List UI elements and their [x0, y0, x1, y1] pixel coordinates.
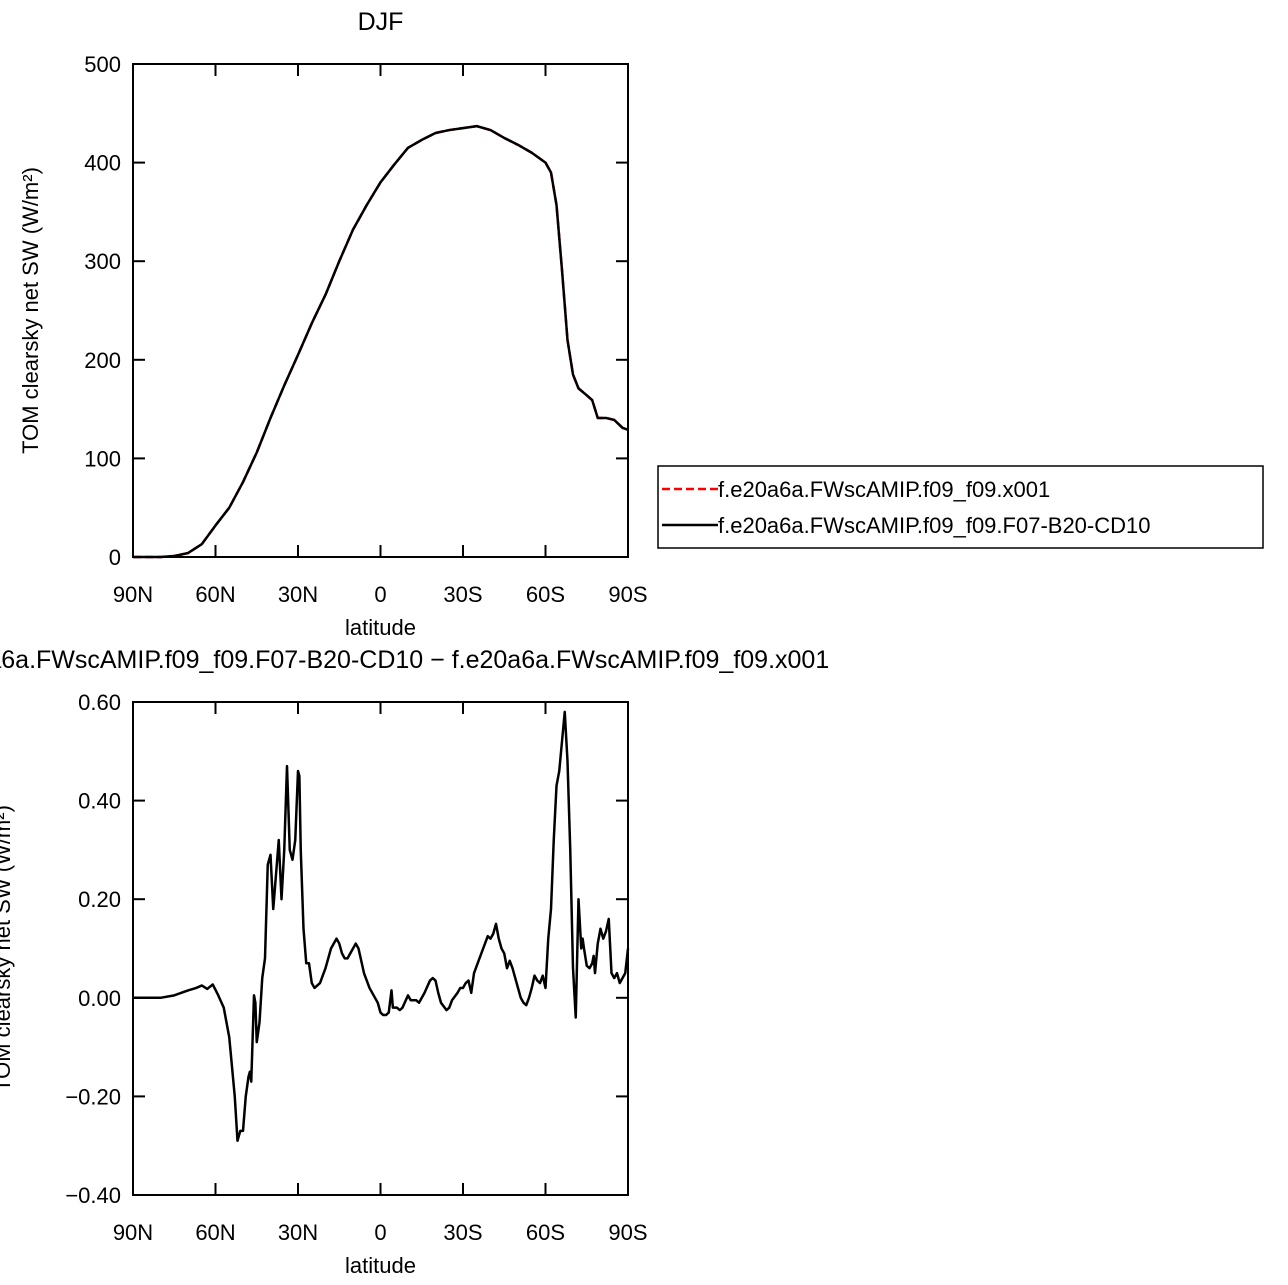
x-tick-label: 0: [374, 1220, 386, 1245]
y-tick-label: 100: [84, 446, 121, 471]
y-tick-label: 300: [84, 249, 121, 274]
data-line: [133, 124, 629, 559]
x-tick-label: 90S: [608, 1220, 647, 1245]
legend-label: f.e20a6a.FWscAMIP.f09_f09.F07-B20-CD10: [718, 513, 1150, 538]
x-tick-label: 30S: [443, 1220, 482, 1245]
x-axis-label: latitude: [345, 615, 416, 640]
y-tick-label: 0.60: [78, 690, 121, 715]
chart-title: f.e20a6a.FWscAMIP.f09_f09.F07-B20-CD10 −…: [0, 646, 829, 674]
y-tick-label: 500: [84, 52, 121, 77]
legend-box: [657, 465, 1264, 549]
y-tick-label: 0.40: [78, 789, 121, 814]
x-tick-label: 30S: [443, 582, 482, 607]
y-tick-label: −0.40: [65, 1183, 121, 1208]
x-tick-label: 60S: [526, 1220, 565, 1245]
data-line: [133, 710, 630, 1143]
x-tick-label: 0: [374, 582, 386, 607]
plot-frame: [132, 63, 629, 558]
x-axis-label: latitude: [345, 1253, 416, 1278]
x-tick-label: 30N: [278, 1220, 318, 1245]
y-tick-label: 0.20: [78, 887, 121, 912]
y-axis-label: TOM clearsky net SW (W/m²): [0, 805, 15, 1092]
y-tick-label: 200: [84, 348, 121, 373]
chart-title: DJF: [358, 8, 404, 36]
plot-frame: [132, 701, 629, 1196]
y-tick-label: 400: [84, 151, 121, 176]
x-tick-label: 60N: [195, 582, 235, 607]
y-tick-label: −0.20: [65, 1084, 121, 1109]
y-tick-label: 0: [109, 545, 121, 570]
x-tick-label: 60N: [195, 1220, 235, 1245]
x-tick-label: 90N: [113, 1220, 153, 1245]
x-tick-label: 30N: [278, 582, 318, 607]
x-tick-label: 90N: [113, 582, 153, 607]
x-tick-label: 90S: [608, 582, 647, 607]
y-axis-label: TOM clearsky net SW (W/m²): [18, 167, 43, 454]
y-tick-label: 0.00: [78, 986, 121, 1011]
x-tick-label: 60S: [526, 582, 565, 607]
legend-label: f.e20a6a.FWscAMIP.f09_f09.x001: [718, 477, 1050, 502]
